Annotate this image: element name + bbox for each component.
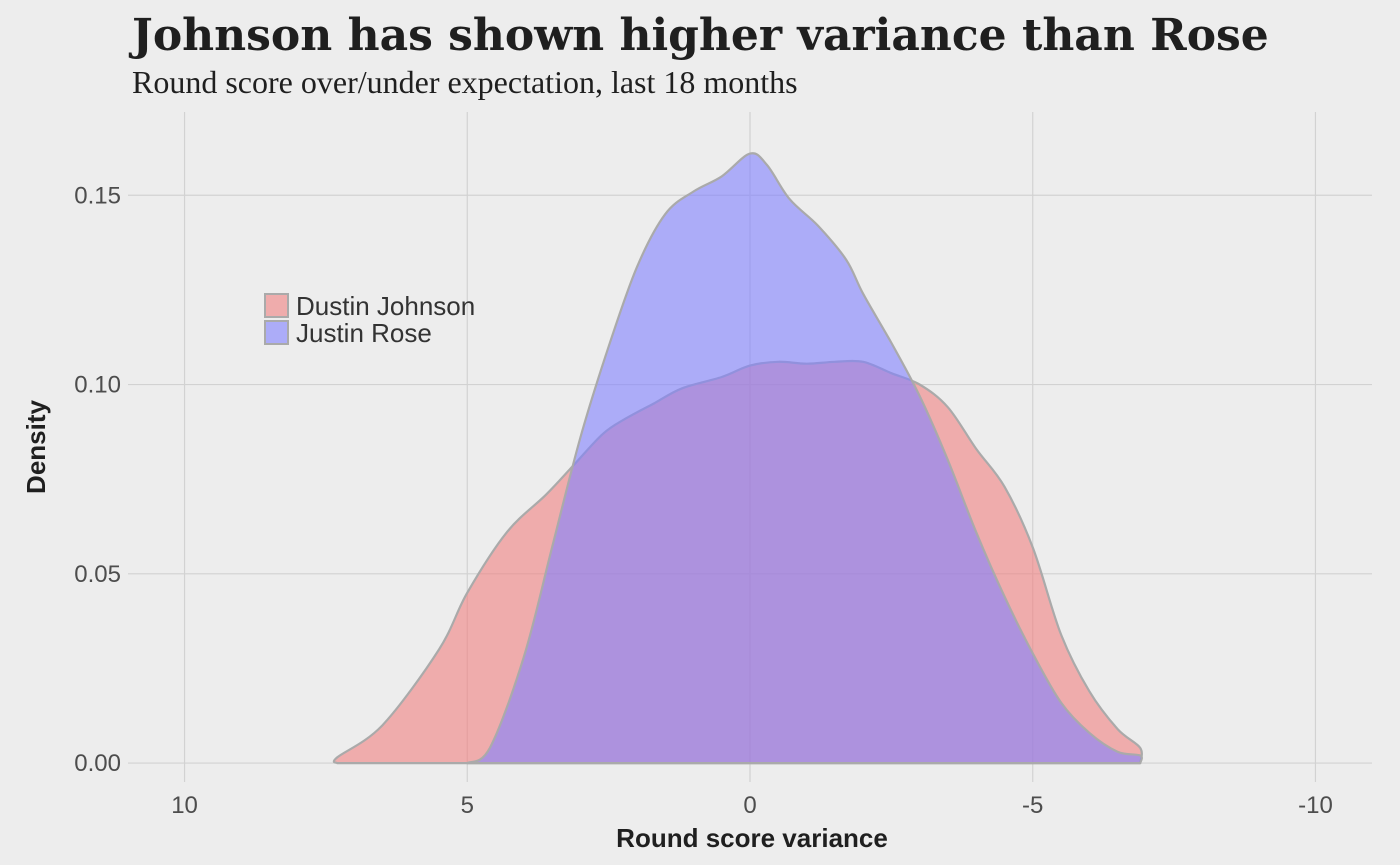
- y-tick-label: 0.15: [74, 182, 121, 209]
- y-tick-label: 0.10: [74, 372, 121, 399]
- x-tick-label: 10: [171, 792, 198, 819]
- x-tick-label: 0: [743, 792, 756, 819]
- chart-subtitle: Round score over/under expectation, last…: [132, 64, 798, 100]
- y-axis-tick-labels: 0.00 0.05 0.10 0.15: [74, 182, 121, 777]
- y-axis-title: Density: [21, 400, 51, 494]
- legend-swatch-justin-rose: [264, 320, 289, 345]
- y-tick-label: 0.05: [74, 561, 121, 588]
- x-axis-tick-labels: 10 5 0 -5 -10: [171, 792, 1333, 819]
- x-axis-title: Round score variance: [616, 823, 888, 853]
- x-tick-label: -5: [1022, 792, 1043, 819]
- density-area-justin-rose: [466, 152, 1143, 765]
- legend-swatch-dustin-johnson: [264, 293, 289, 318]
- density-areas: [332, 152, 1143, 765]
- legend-label-justin-rose: Justin Rose: [296, 318, 432, 348]
- legend-label-dustin-johnson: Dustin Johnson: [296, 291, 475, 321]
- chart-title: Johnson has shown higher variance than R…: [132, 10, 1269, 61]
- x-tick-label: -10: [1298, 792, 1333, 819]
- y-tick-label: 0.00: [74, 750, 121, 777]
- x-tick-label: 5: [461, 792, 474, 819]
